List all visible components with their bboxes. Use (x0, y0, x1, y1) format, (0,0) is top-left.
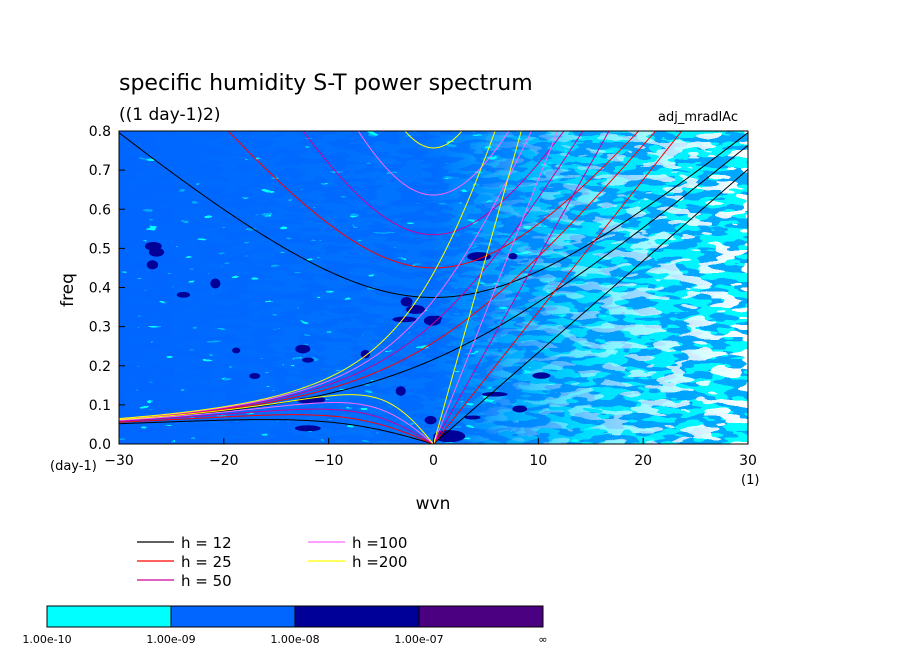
y-tick-label: 0.4 (89, 281, 111, 297)
inertia-gravity-curve (357, 131, 510, 196)
chart-title: specific humidity S-T power spectrum (119, 71, 533, 96)
color-bar-label: 1.00e-09 (146, 633, 195, 646)
x-axis-label: wvn (416, 494, 451, 514)
dark-patch (176, 291, 191, 298)
dark-patch (210, 278, 221, 289)
color-bar-label: 1.00e-07 (394, 633, 443, 646)
color-bar-segment (170, 605, 296, 628)
inertia-gravity-curve (302, 131, 565, 236)
dark-patch (295, 344, 311, 354)
mixed-rossby-gravity-curve (119, 131, 532, 420)
x-tick-label: 0 (429, 453, 438, 469)
color-bar: 1.00e-10 1.00e-09 1.00e-08 1.00e-07 ∞ (22, 605, 548, 646)
y-tick-label: 0.1 (89, 398, 111, 414)
x-axis-unit: (1) (741, 473, 759, 488)
chart-subtitle: ((1 day-1)2) (119, 105, 221, 125)
kelvin-curve (433, 168, 748, 444)
x-tick-label: −10 (314, 453, 344, 469)
y-tick-label: 0.8 (89, 124, 111, 140)
legend-label: h = 50 (181, 572, 232, 590)
dark-patch (395, 386, 406, 396)
dark-patch (423, 315, 441, 326)
mixed-rossby-gravity-curve (119, 131, 584, 420)
y-axis-unit: (day-1) (50, 459, 97, 474)
dark-patch (433, 430, 466, 443)
dark-patch (144, 241, 162, 251)
dark-patch (146, 260, 159, 270)
y-axis-label: freq (58, 273, 78, 307)
dark-patch (360, 349, 371, 359)
rossby-curve (119, 414, 434, 444)
rossby-curve (119, 402, 434, 444)
legend-label: h =200 (352, 553, 407, 571)
y-tick-label: 0.7 (89, 163, 111, 179)
dark-patch (424, 416, 437, 425)
dark-patch (392, 316, 417, 323)
y-tick-label: 0.3 (89, 320, 111, 336)
dark-patch (406, 305, 425, 314)
mixed-rossby-gravity-curve (119, 131, 496, 420)
color-bar-segment (294, 605, 420, 628)
kelvin-curve (433, 131, 610, 444)
chart-label-right: adj_mradlAc (658, 110, 738, 125)
x-tick-label: −20 (209, 453, 239, 469)
y-tick-label: 0.0 (89, 437, 111, 453)
rossby-curve (119, 394, 434, 444)
inertia-gravity-curve (404, 131, 463, 149)
heatmap-field (119, 131, 748, 444)
x-tick-label: 30 (739, 453, 757, 469)
kelvin-curve (433, 131, 522, 444)
inertia-gravity-curve (119, 132, 748, 298)
kelvin-curve (433, 131, 559, 444)
rossby-curve (119, 419, 434, 444)
color-bar-segment (46, 605, 172, 628)
y-tick-label: 0.6 (89, 202, 111, 218)
dark-patch (249, 372, 261, 380)
rossby-curve (119, 408, 434, 444)
color-bar-segment (418, 605, 544, 628)
dark-patch (467, 252, 491, 261)
dark-patch (294, 425, 321, 432)
dispersion-curves (119, 131, 748, 444)
dark-patch (508, 253, 518, 260)
mixed-rossby-gravity-curve (119, 131, 657, 420)
color-bar-label: 1.00e-08 (270, 633, 319, 646)
legend-label: h =100 (352, 534, 407, 552)
kelvin-curve (433, 131, 683, 444)
legend-label: h = 12 (181, 534, 232, 552)
dark-patch (400, 297, 413, 307)
dark-patch (512, 405, 528, 413)
x-tick-label: −30 (104, 453, 134, 469)
dark-patches (144, 241, 551, 443)
dark-patch (532, 372, 551, 379)
x-axis: −30 −20 −10 0 10 20 30 (104, 438, 757, 469)
y-axis: 0.0 0.1 0.2 0.3 0.4 0.5 0.6 0.7 0.8 (89, 124, 125, 453)
dark-patch (302, 357, 314, 363)
legend-label: h = 25 (181, 553, 232, 571)
mixed-rossby-gravity-curve (119, 144, 748, 421)
x-tick-label: 10 (529, 453, 547, 469)
color-bar-label: 1.00e-10 (22, 633, 71, 646)
color-bar-label: ∞ (538, 633, 547, 646)
inertia-gravity-curve (227, 131, 640, 269)
dark-patch (482, 391, 508, 397)
dark-patch (464, 415, 481, 420)
y-tick-label: 0.2 (89, 359, 111, 375)
dark-patch (232, 347, 241, 354)
x-tick-label: 20 (634, 453, 652, 469)
y-tick-label: 0.5 (89, 241, 111, 257)
